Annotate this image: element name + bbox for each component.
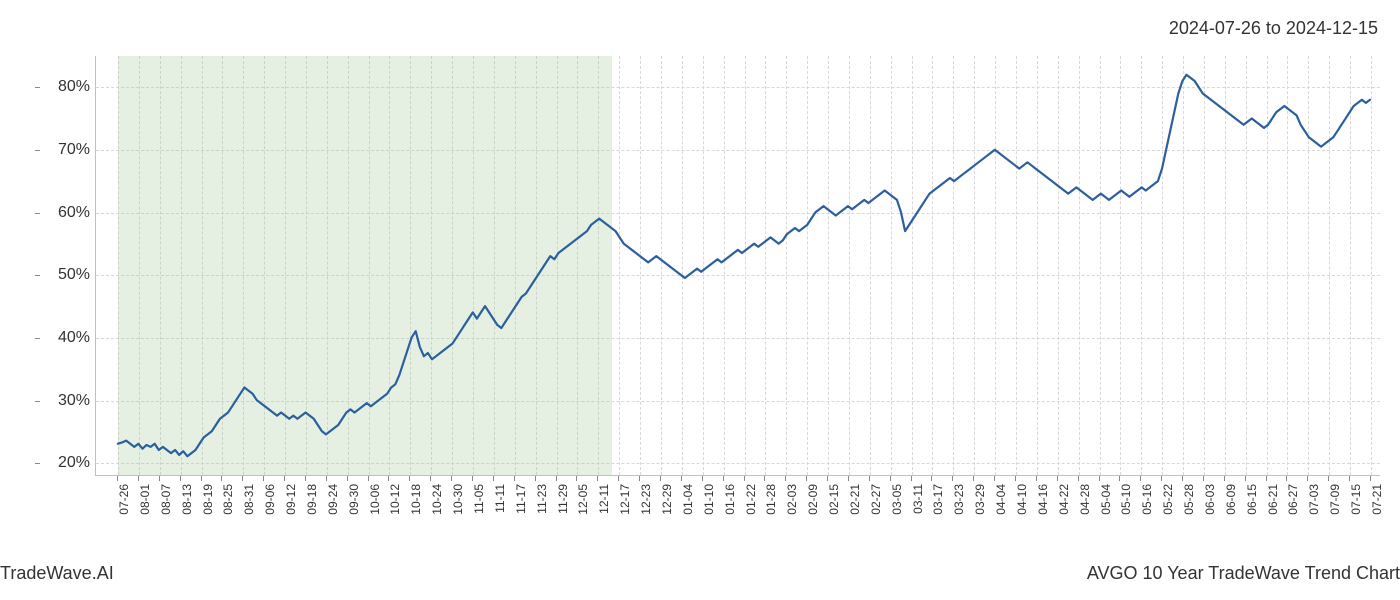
x-tick-label: 06-27	[1286, 484, 1300, 515]
x-tick-label: 07-15	[1349, 484, 1363, 515]
x-tick-label: 07-09	[1328, 484, 1342, 515]
y-tick-label: 30%	[40, 392, 90, 410]
x-tick-label: 11-11	[493, 484, 507, 513]
x-tick-label: 02-09	[806, 484, 820, 515]
x-tick-label: 02-21	[848, 484, 862, 515]
x-tick-label: 04-10	[1015, 484, 1029, 515]
x-tick-label: 08-19	[201, 484, 215, 515]
x-tick-label: 05-28	[1182, 484, 1196, 515]
x-tick-label: 05-04	[1099, 484, 1113, 515]
x-tick-label: 09-06	[263, 484, 277, 515]
x-tick-label: 09-24	[326, 484, 340, 515]
trend-line	[96, 56, 1380, 475]
date-range-label: 2024-07-26 to 2024-12-15	[1169, 18, 1378, 39]
x-tick-label: 10-18	[409, 484, 423, 515]
x-tick-label: 12-23	[639, 484, 653, 515]
x-tick-label: 09-30	[347, 484, 361, 515]
x-tick-label: 02-15	[827, 484, 841, 515]
x-tick-label: 04-28	[1078, 484, 1092, 515]
x-tick-label: 05-16	[1140, 484, 1154, 515]
x-tick-label: 08-07	[159, 484, 173, 515]
x-tick-label: 03-17	[931, 484, 945, 515]
x-tick-label: 08-31	[242, 484, 256, 515]
x-tick-label: 05-10	[1119, 484, 1133, 515]
x-tick-label: 11-23	[535, 484, 549, 514]
x-tick-label: 11-17	[514, 484, 528, 514]
footer-title: AVGO 10 Year TradeWave Trend Chart	[1087, 563, 1400, 584]
x-tick-label: 08-25	[221, 484, 235, 515]
x-tick-label: 07-03	[1307, 484, 1321, 515]
x-tick-label: 09-18	[305, 484, 319, 515]
x-tick-label: 02-03	[785, 484, 799, 515]
plot-region	[95, 56, 1380, 476]
x-tick-label: 03-29	[973, 484, 987, 515]
x-tick-label: 08-01	[138, 484, 152, 515]
y-tick-label: 50%	[40, 266, 90, 284]
x-tick-label: 07-21	[1370, 484, 1384, 515]
x-tick-label: 03-05	[890, 484, 904, 515]
x-tick-label: 12-11	[597, 484, 611, 514]
y-axis: 20% 30% 40% 50% 60% 70% 80%	[40, 56, 90, 476]
x-tick-label: 01-10	[702, 484, 716, 515]
footer-brand: TradeWave.AI	[0, 563, 114, 584]
x-tick-label: 06-09	[1224, 484, 1238, 515]
x-tick-label: 03-23	[952, 484, 966, 515]
x-tick-label: 12-29	[660, 484, 674, 515]
x-tick-label: 06-21	[1266, 484, 1280, 515]
x-tick-label: 04-22	[1057, 484, 1071, 515]
x-tick-label: 12-05	[576, 484, 590, 515]
y-tick-label: 20%	[40, 454, 90, 472]
x-tick-label: 10-30	[451, 484, 465, 515]
y-tick-label: 80%	[40, 78, 90, 96]
x-tick-label: 06-03	[1203, 484, 1217, 515]
x-tick-label: 02-27	[869, 484, 883, 515]
y-tick-label: 70%	[40, 141, 90, 159]
x-tick-label: 11-29	[556, 484, 570, 514]
x-tick-label: 05-22	[1161, 484, 1175, 515]
x-tick-label: 01-28	[764, 484, 778, 515]
y-tick-label: 40%	[40, 329, 90, 347]
chart-area: 20%30%40%50%60%70%80% 07-2608-0108-0708-…	[95, 56, 1380, 476]
x-tick-label: 01-16	[723, 484, 737, 515]
x-tick-label: 10-24	[430, 484, 444, 515]
x-tick-label: 09-12	[284, 484, 298, 515]
x-tick-label: 10-06	[368, 484, 382, 515]
x-axis: 07-26 08-01 08-07 08-13 08-19 08-25 08-31 09-06…	[95, 476, 1380, 556]
x-tick-label: 12-17	[618, 484, 632, 515]
x-tick-label: 07-26	[117, 484, 131, 515]
x-tick-label: 01-04	[681, 484, 695, 515]
x-tick-label: 04-16	[1036, 484, 1050, 515]
x-tick-label: 04-04	[994, 484, 1008, 515]
x-tick-label: 10-12	[388, 484, 402, 515]
x-tick-label: 01-22	[744, 484, 758, 515]
x-tick-label: 11-05	[472, 484, 486, 514]
x-tick-label: 03-11	[911, 484, 925, 514]
y-tick-label: 60%	[40, 204, 90, 222]
x-tick-label: 08-13	[180, 484, 194, 515]
x-tick-label: 06-15	[1245, 484, 1259, 515]
